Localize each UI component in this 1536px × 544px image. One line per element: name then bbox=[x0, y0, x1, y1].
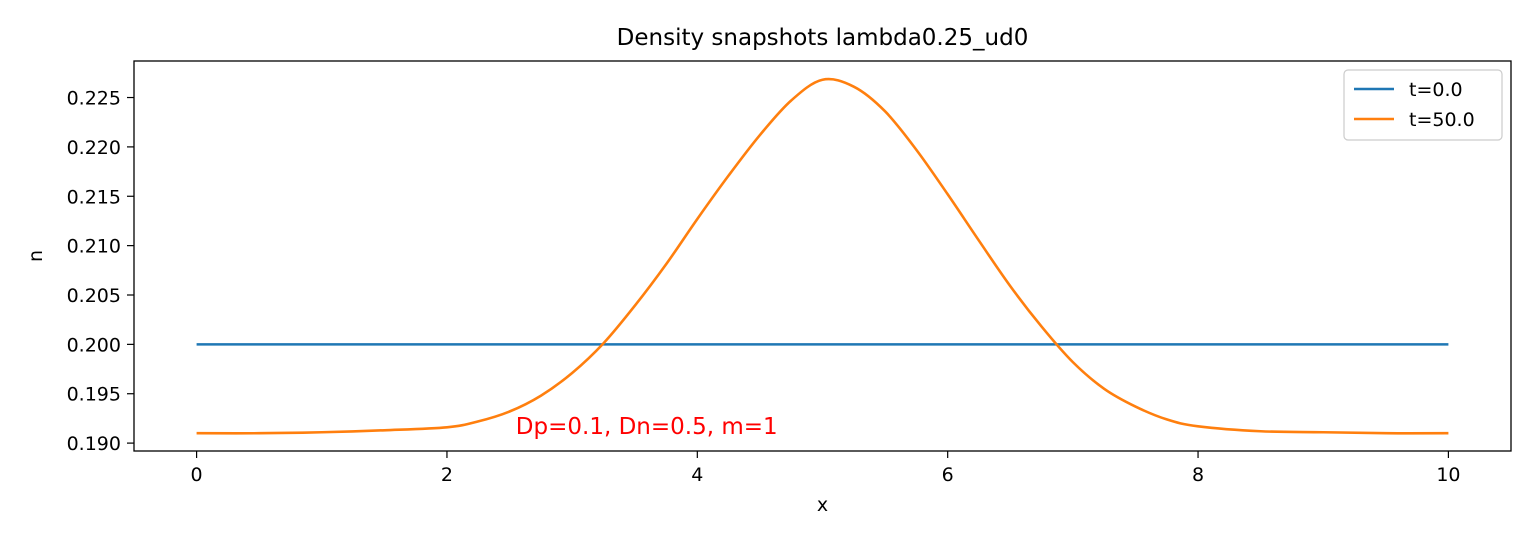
y-axis: 0.190 0.195 0.200 0.205 0.210 0.215 0.220 0.225 bbox=[67, 88, 134, 455]
y-tick-label: 0.205 bbox=[67, 285, 121, 307]
x-tick-label: 2 bbox=[441, 464, 453, 486]
legend-label: t=0.0 bbox=[1409, 79, 1463, 101]
x-tick-label: 10 bbox=[1436, 464, 1460, 486]
y-tick-label: 0.190 bbox=[67, 433, 121, 455]
x-tick-label: 4 bbox=[691, 464, 703, 486]
x-axis-label: x bbox=[817, 494, 828, 516]
y-tick-label: 0.225 bbox=[67, 88, 121, 110]
series-line-1 bbox=[196, 77, 1449, 435]
legend: t=0.0 t=50.0 bbox=[1343, 69, 1503, 141]
y-tick-label: 0.215 bbox=[67, 186, 121, 208]
legend-label: t=50.0 bbox=[1409, 109, 1475, 131]
annotation-layer: Dp=0.1, Dn=0.5, m=1 bbox=[516, 414, 778, 440]
x-tick-label: 8 bbox=[1192, 464, 1204, 486]
legend-box bbox=[1343, 69, 1503, 141]
y-tick-label: 0.195 bbox=[67, 384, 121, 406]
y-axis-label: n bbox=[25, 250, 47, 262]
y-tick-label: 0.200 bbox=[67, 334, 121, 356]
y-tick-label: 0.210 bbox=[67, 236, 121, 258]
annotation-text: Dp=0.1, Dn=0.5, m=1 bbox=[516, 414, 778, 440]
y-tick-label: 0.220 bbox=[67, 137, 121, 159]
series-layer bbox=[196, 77, 1449, 435]
chart-title: Density snapshots lambda0.25_ud0 bbox=[617, 25, 1029, 51]
x-tick-label: 6 bbox=[942, 464, 954, 486]
axes-frame bbox=[133, 60, 1512, 452]
x-axis: 0 2 4 6 8 10 bbox=[191, 451, 1461, 486]
x-tick-label: 0 bbox=[191, 464, 203, 486]
